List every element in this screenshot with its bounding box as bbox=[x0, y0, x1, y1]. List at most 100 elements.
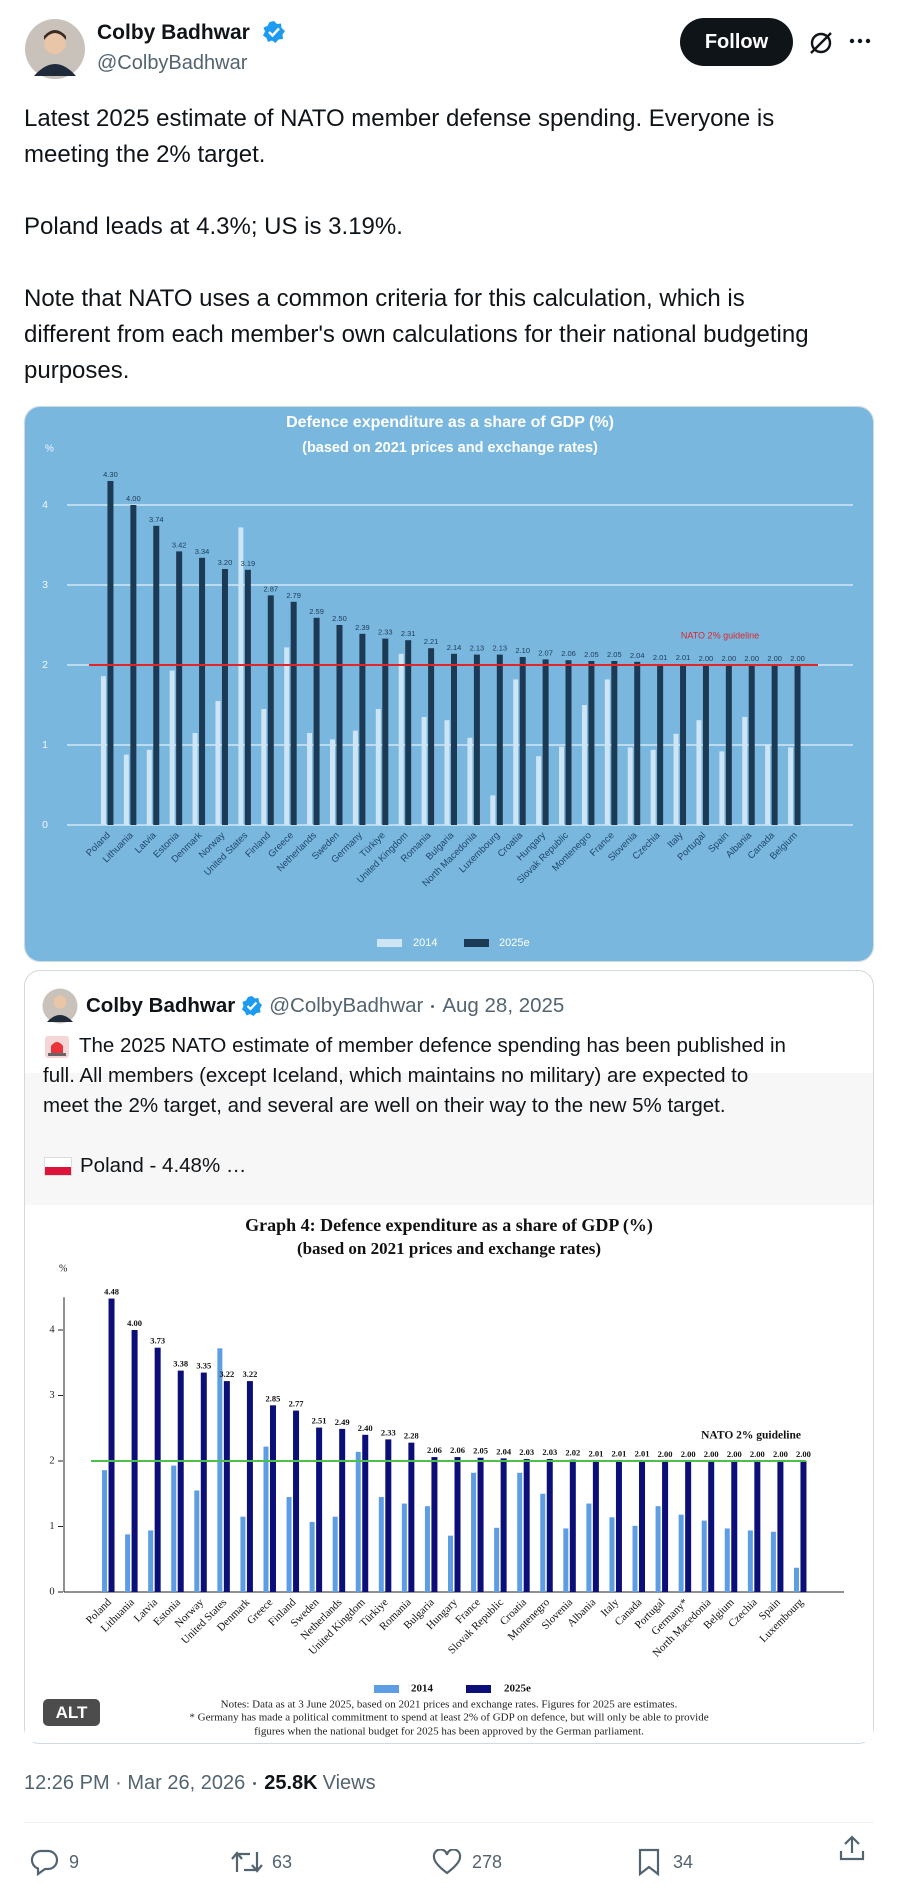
quote-tweet[interactable] bbox=[24, 970, 874, 1744]
bar bbox=[339, 1428, 346, 1592]
bar bbox=[513, 679, 519, 825]
value-label: 3.22 bbox=[242, 1369, 257, 1379]
bar bbox=[592, 1460, 599, 1592]
value-label: 2.79 bbox=[286, 591, 301, 600]
bar bbox=[424, 1506, 430, 1592]
bar bbox=[385, 1439, 392, 1592]
bar bbox=[244, 569, 251, 825]
bar bbox=[200, 1372, 207, 1592]
bar bbox=[146, 749, 152, 825]
value-label: 4.00 bbox=[126, 494, 141, 503]
bar bbox=[639, 1460, 646, 1592]
chart-note: * Germany has made a political commitmen… bbox=[189, 1712, 708, 1724]
guideline-label: NATO 2% guideline bbox=[701, 1430, 801, 1442]
verified-badge bbox=[263, 21, 285, 43]
views-label: Views bbox=[322, 1772, 376, 1794]
bar bbox=[431, 1457, 438, 1592]
bar bbox=[223, 1381, 230, 1592]
repost-count: 63 bbox=[272, 1852, 293, 1872]
bar bbox=[408, 1442, 415, 1592]
quote-name: Colby Badhwar bbox=[86, 994, 236, 1017]
like-icon[interactable] bbox=[432, 1849, 462, 1875]
legend-label: 2014 bbox=[413, 937, 437, 949]
chart: Defence expenditure as a share of GDP (%… bbox=[25, 407, 873, 961]
bar bbox=[217, 1348, 223, 1592]
share-icon[interactable] bbox=[839, 1834, 865, 1862]
bar bbox=[199, 557, 206, 825]
view-count: 25.8K bbox=[264, 1772, 318, 1794]
value-label: 2.05 bbox=[473, 1446, 488, 1456]
bar bbox=[563, 1528, 569, 1592]
value-label: 2.05 bbox=[607, 650, 622, 659]
media-image[interactable]: Defence expenditure as a share of GDP (%… bbox=[24, 406, 874, 962]
reply-count: 9 bbox=[69, 1852, 80, 1872]
grok-icon[interactable] bbox=[808, 30, 834, 56]
author-name[interactable]: Colby Badhwar bbox=[97, 21, 250, 44]
bar bbox=[719, 751, 725, 825]
bar bbox=[536, 756, 542, 825]
bar bbox=[153, 525, 160, 825]
bar bbox=[454, 1457, 461, 1592]
quote-text: The 2025 NATO estimate of member defence… bbox=[43, 1031, 786, 1121]
value-label: 2.00 bbox=[744, 654, 759, 663]
bar bbox=[494, 1527, 500, 1592]
value-label: 2.00 bbox=[727, 1449, 742, 1459]
value-label: 4.00 bbox=[127, 1318, 142, 1328]
value-label: 2.00 bbox=[796, 1449, 811, 1459]
follow-button[interactable]: Follow bbox=[680, 18, 793, 66]
bar bbox=[194, 1490, 200, 1592]
bar bbox=[362, 1434, 369, 1592]
bar bbox=[177, 1370, 184, 1592]
bar bbox=[108, 1298, 115, 1592]
alt-badge[interactable]: ALT bbox=[43, 1699, 100, 1726]
value-label: 2.03 bbox=[542, 1447, 557, 1457]
value-label: 4.48 bbox=[104, 1287, 119, 1297]
bar bbox=[765, 744, 771, 825]
value-label: 2.13 bbox=[493, 644, 508, 653]
poland-flag bbox=[44, 1157, 72, 1176]
bookmark-icon[interactable] bbox=[637, 1848, 661, 1876]
more-icon[interactable] bbox=[848, 36, 872, 46]
bar bbox=[742, 717, 748, 825]
bar bbox=[662, 1461, 669, 1592]
bar bbox=[309, 1521, 315, 1592]
y-tick-label: 3 bbox=[42, 579, 48, 591]
author-handle[interactable]: @ColbyBadhwar bbox=[97, 52, 248, 74]
bar bbox=[546, 1459, 553, 1592]
bar bbox=[290, 601, 297, 825]
repost-icon[interactable] bbox=[230, 1848, 264, 1876]
bar bbox=[307, 733, 313, 825]
bar bbox=[632, 1525, 638, 1592]
bar bbox=[378, 1497, 384, 1592]
bar bbox=[293, 1410, 300, 1592]
separator bbox=[253, 1782, 257, 1785]
bar bbox=[169, 670, 175, 825]
bar bbox=[148, 1530, 154, 1592]
reply-icon[interactable] bbox=[30, 1848, 60, 1876]
value-label: 2.04 bbox=[496, 1446, 512, 1456]
bar bbox=[565, 660, 572, 825]
value-label: 2.40 bbox=[358, 1423, 373, 1433]
avatar[interactable] bbox=[24, 18, 86, 80]
bar bbox=[559, 746, 565, 825]
value-label: 3.35 bbox=[196, 1361, 211, 1371]
value-label: 2.10 bbox=[515, 646, 530, 655]
bar bbox=[581, 705, 587, 825]
bar bbox=[588, 661, 595, 825]
bar bbox=[467, 737, 473, 825]
bar bbox=[448, 1535, 453, 1592]
bar bbox=[604, 679, 610, 825]
y-tick-label: 4 bbox=[49, 1324, 55, 1335]
timestamp[interactable]: 12:26 PM · Mar 26, 2026 bbox=[24, 1772, 246, 1794]
bar bbox=[708, 1461, 715, 1592]
y-tick-label: 2 bbox=[49, 1455, 54, 1466]
bar bbox=[215, 701, 221, 825]
value-label: 2.39 bbox=[355, 623, 370, 632]
bar bbox=[702, 665, 709, 825]
bar bbox=[517, 1472, 523, 1592]
value-label: 2.33 bbox=[381, 1427, 396, 1437]
paragraph: Poland leads at 4.3%; US is 3.19%. bbox=[24, 209, 809, 245]
bar bbox=[336, 625, 343, 825]
text-line: purposes. bbox=[24, 357, 130, 384]
value-label: 2.28 bbox=[404, 1431, 419, 1441]
